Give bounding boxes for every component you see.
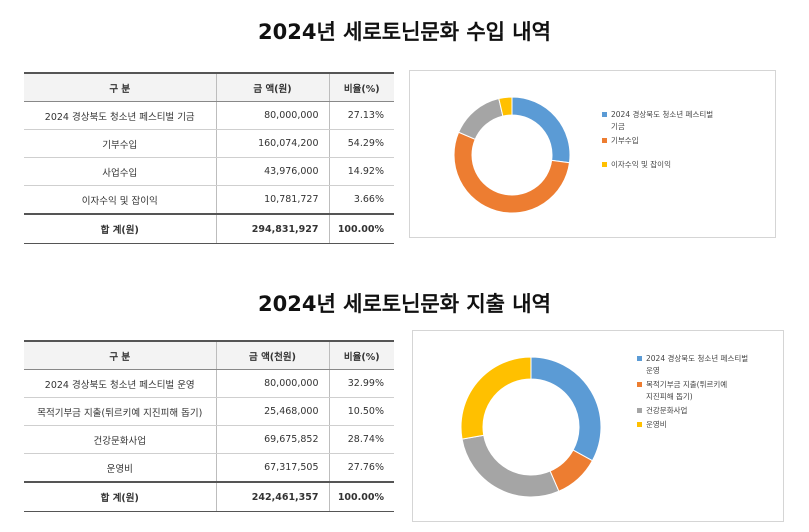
income-header-amount: 금 액(원)	[215, 72, 329, 102]
row-category: 건강문화사업	[24, 425, 216, 454]
table-row: 목적기부금 지출(튀르키예 지진피해 돕기) 25,468,000 10.50%	[24, 397, 394, 426]
table-row: 2024 경상북도 청소년 페스티벌 운영 80,000,000 32.99%	[24, 369, 394, 398]
legend-item: 건강문화사업	[637, 405, 779, 417]
legend-label: 건강문화사업	[646, 406, 688, 415]
legend-swatch	[637, 422, 642, 427]
row-amount: 80,000,000	[215, 101, 329, 130]
row-ratio: 3.66%	[328, 185, 394, 215]
expense-title: 2024년 세로토닌문화 지출 내역	[258, 292, 551, 316]
expense-donut-chart	[460, 356, 602, 498]
total-label: 합 계(원)	[24, 213, 216, 244]
table-row: 기부수입 160,074,200 54.29%	[24, 129, 394, 158]
legend-item: 기부수입	[602, 135, 770, 147]
donut-slice	[498, 96, 513, 117]
legend-label: 기부수입	[611, 136, 639, 145]
legend-label: 2024 경상북도 청소년 페스티벌 운영	[646, 354, 749, 375]
legend-item: 2024 경상북도 청소년 페스티벌 기금	[602, 109, 770, 133]
income-table: 구 분 금 액(원) 비율(%) 2024 경상북도 청소년 페스티벌 기금 8…	[24, 72, 394, 244]
row-category: 2024 경상북도 청소년 페스티벌 운영	[24, 369, 216, 398]
row-amount: 69,675,852	[215, 425, 329, 454]
legend-item: 운영비	[637, 419, 779, 431]
row-ratio: 27.76%	[328, 453, 394, 483]
income-donut-chart	[453, 96, 571, 214]
row-amount: 67,317,505	[215, 453, 329, 483]
total-label: 합 계(원)	[24, 481, 216, 512]
expense-header-amount: 금 액(천원)	[215, 340, 329, 370]
total-amount: 294,831,927	[215, 213, 329, 244]
donut-slice	[530, 356, 602, 462]
row-ratio: 27.13%	[328, 101, 394, 130]
legend-label: 목적기부금 지출(튀르키예 지진피해 돕기)	[646, 380, 728, 401]
expense-header-category: 구 분	[24, 340, 216, 370]
legend-swatch	[602, 162, 607, 167]
row-category: 사업수입	[24, 157, 216, 186]
total-row: 합 계(원) 242,461,357 100.00%	[24, 481, 394, 512]
legend-label: 운영비	[646, 420, 667, 429]
total-row: 합 계(원) 294,831,927 100.00%	[24, 213, 394, 244]
row-amount: 25,468,000	[215, 397, 329, 426]
income-header-ratio: 비율(%)	[328, 72, 394, 102]
legend-item: 목적기부금 지출(튀르키예 지진피해 돕기)	[637, 379, 779, 403]
row-category: 목적기부금 지출(튀르키예 지진피해 돕기)	[24, 397, 216, 426]
donut-slice	[461, 434, 560, 498]
expense-header-ratio: 비율(%)	[328, 340, 394, 370]
legend-label: 2024 경상북도 청소년 페스티벌 기금	[611, 110, 714, 131]
legend-item: 2024 경상북도 청소년 페스티벌 운영	[637, 353, 779, 377]
row-amount: 80,000,000	[215, 369, 329, 398]
legend-swatch	[637, 356, 642, 361]
income-table-header: 구 분 금 액(원) 비율(%)	[24, 72, 394, 102]
row-category: 이자수익 및 잡이익	[24, 185, 216, 215]
total-ratio: 100.00%	[328, 481, 394, 512]
legend-item: 이자수익 및 잡이익	[602, 159, 770, 171]
income-title: 2024년 세로토닌문화 수입 내역	[258, 20, 551, 44]
row-category: 운영비	[24, 453, 216, 483]
row-amount: 43,976,000	[215, 157, 329, 186]
row-amount: 160,074,200	[215, 129, 329, 158]
row-amount: 10,781,727	[215, 185, 329, 215]
table-row: 운영비 67,317,505 27.76%	[24, 453, 394, 483]
donut-slice	[453, 131, 571, 214]
table-row: 2024 경상북도 청소년 페스티벌 기금 80,000,000 27.13%	[24, 101, 394, 130]
donut-slice	[511, 96, 571, 164]
row-ratio: 14.92%	[328, 157, 394, 186]
legend-swatch	[602, 138, 607, 143]
legend-swatch	[637, 408, 642, 413]
legend-swatch	[637, 382, 642, 387]
total-ratio: 100.00%	[328, 213, 394, 244]
expense-table-header: 구 분 금 액(천원) 비율(%)	[24, 340, 394, 370]
legend-label: 이자수익 및 잡이익	[611, 160, 671, 169]
table-row: 이자수익 및 잡이익 10,781,727 3.66%	[24, 185, 394, 215]
donut-slice	[457, 97, 504, 140]
table-row: 사업수입 43,976,000 14.92%	[24, 157, 394, 186]
row-ratio: 54.29%	[328, 129, 394, 158]
row-ratio: 10.50%	[328, 397, 394, 426]
donut-slice	[460, 356, 532, 440]
table-row: 건강문화사업 69,675,852 28.74%	[24, 425, 394, 454]
row-ratio: 28.74%	[328, 425, 394, 454]
row-category: 2024 경상북도 청소년 페스티벌 기금	[24, 101, 216, 130]
legend-swatch	[602, 112, 607, 117]
income-header-category: 구 분	[24, 72, 216, 102]
total-amount: 242,461,357	[215, 481, 329, 512]
row-category: 기부수입	[24, 129, 216, 158]
expense-table: 구 분 금 액(천원) 비율(%) 2024 경상북도 청소년 페스티벌 운영 …	[24, 340, 394, 512]
row-ratio: 32.99%	[328, 369, 394, 398]
